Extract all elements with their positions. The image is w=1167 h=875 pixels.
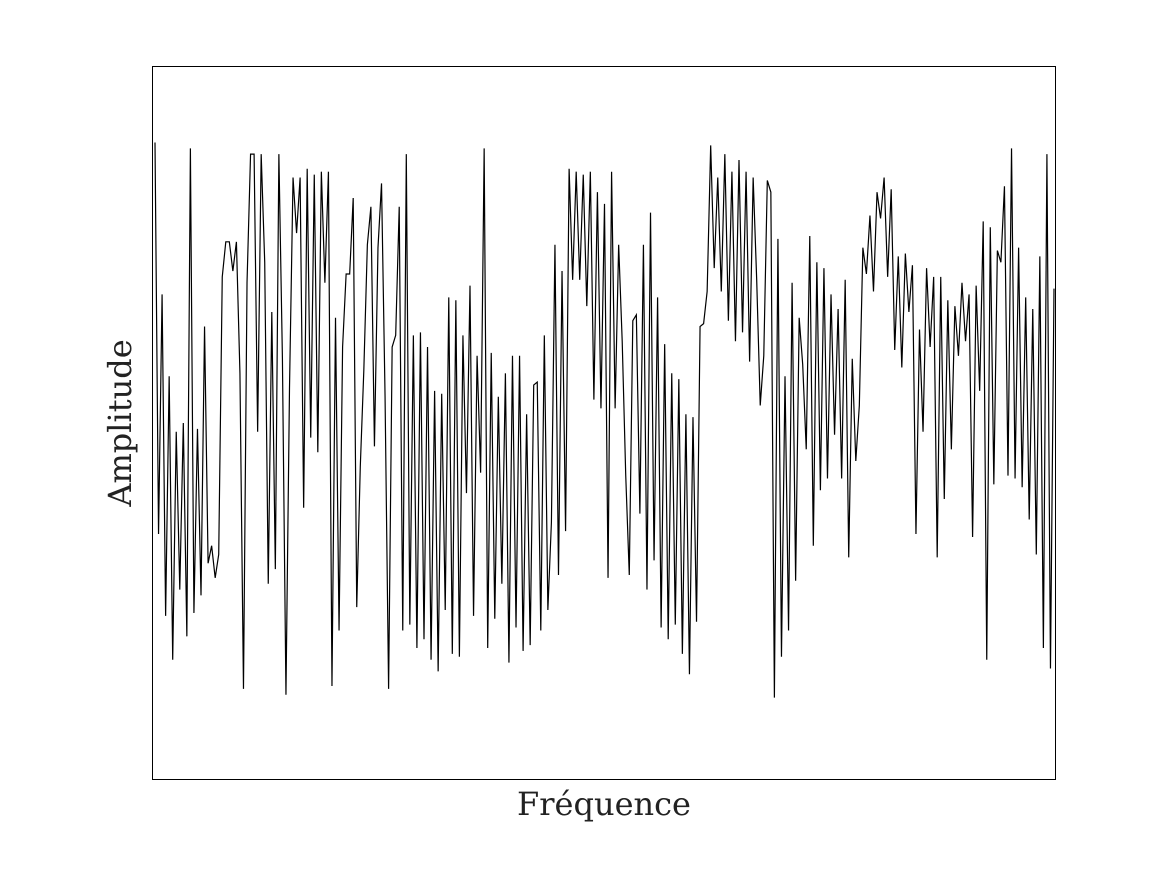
x-axis-label: Fréquence [517, 785, 691, 823]
plot-frame [152, 66, 1056, 780]
y-axis-label: Amplitude [101, 339, 139, 507]
series-line [154, 142, 1055, 698]
